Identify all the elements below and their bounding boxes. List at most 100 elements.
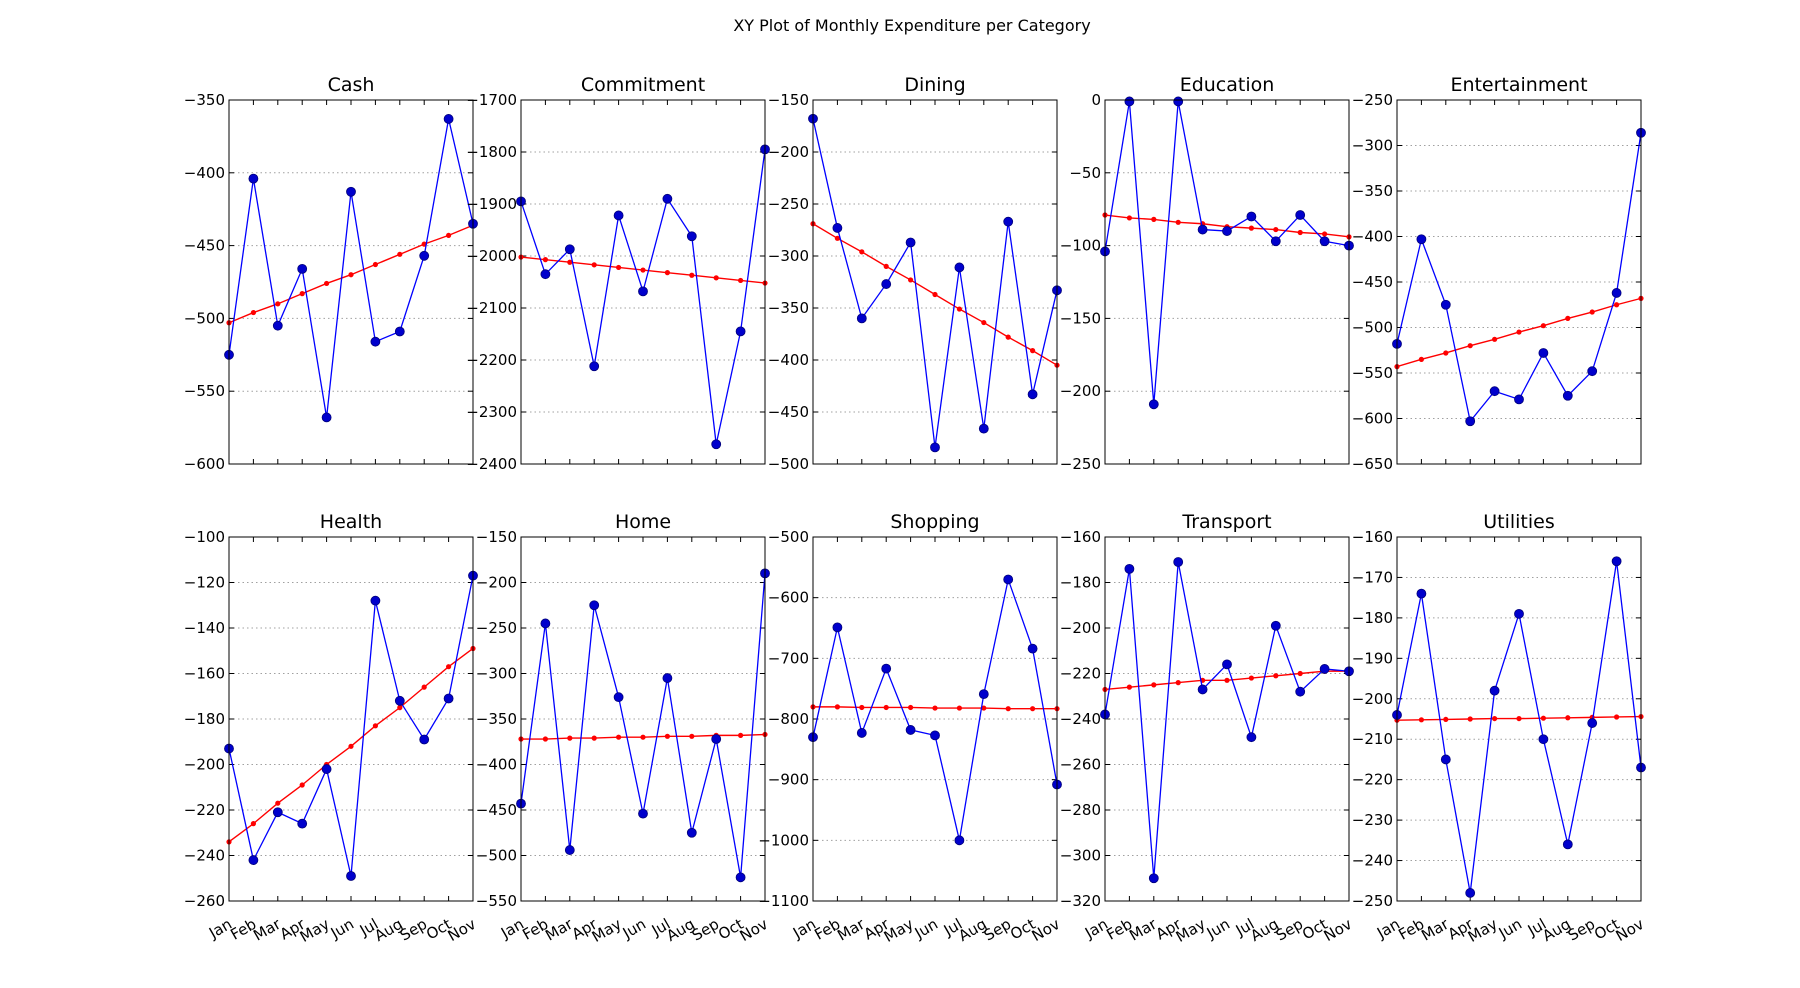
data-point-transport [1295, 686, 1306, 697]
figure-title: XY Plot of Monthly Expenditure per Categ… [733, 16, 1090, 35]
data-point-utilities [1587, 718, 1598, 728]
y-tick-label-utilities: −250 [1352, 892, 1393, 910]
data-point-entertainment [1611, 288, 1622, 298]
data-point-education [1295, 210, 1306, 220]
data-point-transport [1270, 620, 1281, 631]
subplot-home: Home −150 −200 −250 −300 −350 −400 −450 −500 −550… [476, 511, 771, 946]
y-tick-label-home: −250 [476, 619, 517, 637]
trend-point-commitment [542, 257, 549, 263]
data-point-health [297, 818, 308, 829]
y-tick-label-shopping: −500 [768, 528, 809, 546]
y-tick-label-health: −200 [184, 756, 225, 774]
trend-point-home [738, 732, 744, 738]
panel-title-entertainment: Entertainment [1450, 74, 1587, 96]
y-tick-label-home: −550 [476, 892, 517, 910]
panel-title-shopping: Shopping [890, 511, 979, 533]
series-line-education [1104, 101, 1350, 405]
subplot-utilities: Utilities −160 −170 −180 −190 −200 −210 −220 −23… [1352, 511, 1647, 946]
plot-frame-commitment [520, 99, 766, 465]
trend-point-shopping [908, 704, 914, 711]
data-point-home [686, 827, 697, 838]
month-label-health: May [297, 915, 333, 946]
data-point-transport [1148, 873, 1159, 884]
trend-point-utilities [1467, 716, 1473, 722]
panel-title-home: Home [615, 511, 671, 533]
data-point-commitment [686, 231, 697, 242]
y-tick-label-entertainment: −450 [1352, 273, 1393, 291]
data-point-shopping [930, 730, 940, 741]
y-tick-label-shopping: −1000 [758, 831, 809, 849]
data-point-cash [346, 186, 356, 197]
data-point-entertainment [1465, 416, 1476, 427]
data-point-health [346, 871, 356, 881]
data-point-utilities [1562, 839, 1573, 850]
trend-point-commitment [591, 262, 597, 268]
trend-point-utilities [1614, 714, 1620, 720]
data-point-home [589, 600, 600, 611]
data-point-entertainment [1538, 348, 1549, 358]
panel-title-cash: Cash [328, 74, 375, 96]
y-tick-label-education: −50 [1069, 164, 1101, 182]
y-tick-label-commitment: −2200 [466, 351, 517, 369]
data-point-health [248, 855, 259, 865]
plot-frame-dining [812, 99, 1058, 465]
y-tick-label-utilities: −200 [1352, 690, 1393, 708]
data-point-dining [1027, 389, 1038, 400]
data-point-shopping [856, 728, 867, 738]
y-tick-label-commitment: −1700 [466, 91, 517, 109]
month-label-shopping: Jun [911, 915, 941, 943]
trend-point-health [446, 664, 452, 670]
data-point-transport [1197, 684, 1208, 695]
y-tick-label-utilities: −240 [1352, 852, 1393, 870]
trend-point-health [250, 821, 256, 827]
subplot-entertainment: Entertainment −250 −300 −350 −400 −450 −500 −55… [1352, 74, 1646, 473]
trend-point-education [1273, 226, 1279, 233]
data-point-shopping [978, 689, 989, 700]
y-tick-label-commitment: −2400 [466, 455, 517, 473]
y-tick-label-education: −100 [1060, 237, 1101, 255]
month-label-health: Jun [327, 915, 357, 943]
data-point-utilities [1416, 588, 1427, 599]
y-tick-label-transport: −200 [1060, 619, 1101, 637]
trend-point-shopping [1030, 706, 1036, 712]
data-point-commitment [589, 361, 600, 372]
trend-point-dining [981, 319, 987, 326]
y-tick-label-transport: −160 [1060, 528, 1101, 546]
y-tick-label-utilities: −190 [1352, 649, 1393, 667]
y-tick-label-home: −300 [476, 665, 517, 683]
data-point-shopping [881, 663, 892, 674]
month-label-home: Jun [619, 915, 649, 943]
y-tick-label-commitment: −2300 [466, 403, 517, 421]
y-tick-label-education: −250 [1060, 455, 1101, 473]
data-point-utilities [1440, 754, 1451, 765]
data-point-commitment [711, 439, 722, 450]
trend-point-dining [859, 249, 865, 255]
trend-point-dining [932, 291, 938, 298]
trend-point-home [640, 734, 646, 740]
subplot-education: Education 0 −50 −100 −150 −200 −250 [1060, 74, 1354, 473]
data-point-education [1173, 96, 1184, 107]
y-tick-label-commitment: −1900 [466, 195, 517, 213]
y-tick-label-cash: −500 [184, 309, 225, 327]
month-label-utilities: Jun [1495, 915, 1525, 943]
data-point-transport [1124, 563, 1135, 574]
trend-point-shopping [883, 704, 889, 711]
data-point-shopping [1003, 574, 1014, 585]
y-tick-label-dining: −400 [768, 351, 809, 369]
y-tick-label-shopping: −700 [768, 649, 809, 667]
trend-point-entertainment [1516, 329, 1522, 335]
data-point-utilities [1489, 685, 1500, 696]
data-point-health [321, 764, 332, 774]
y-tick-label-transport: −300 [1060, 847, 1101, 865]
y-tick-label-transport: −180 [1060, 574, 1101, 592]
y-tick-label-cash: −350 [184, 91, 225, 109]
trend-point-shopping [981, 705, 987, 711]
trend-point-education [1151, 216, 1157, 222]
data-point-dining [954, 262, 965, 273]
y-tick-label-transport: −280 [1060, 801, 1101, 819]
data-point-health [272, 807, 283, 818]
data-point-education [1319, 236, 1330, 247]
data-point-transport [1222, 659, 1232, 670]
data-point-health [419, 734, 430, 745]
data-point-shopping [954, 835, 965, 846]
